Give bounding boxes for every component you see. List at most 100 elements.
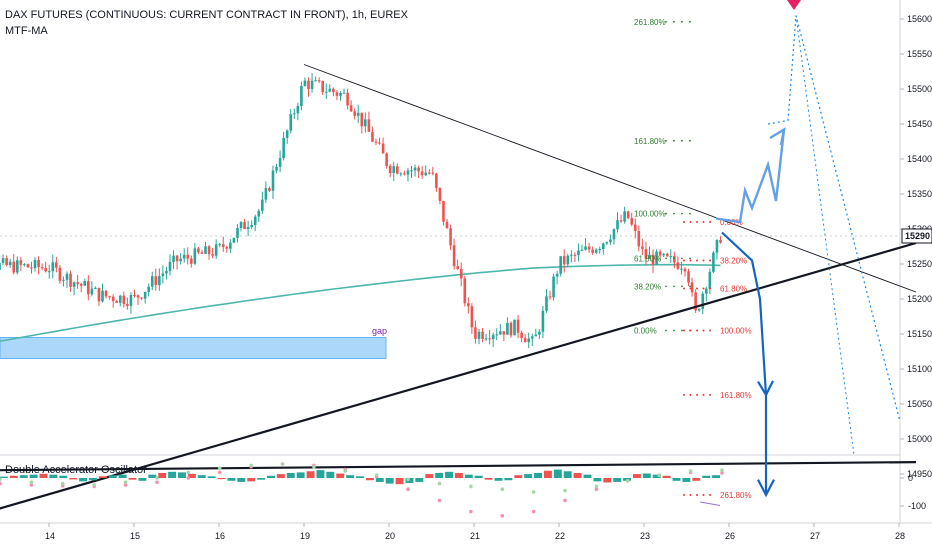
osc-bar — [9, 475, 18, 478]
osc-bar — [346, 475, 355, 478]
candle-body — [37, 259, 40, 268]
fib-lower-dot — [689, 329, 692, 332]
candle-body — [236, 228, 239, 238]
candle-body — [168, 261, 172, 271]
candle-body — [403, 173, 406, 175]
candle-body — [662, 253, 665, 256]
osc-bar — [19, 475, 28, 478]
candle-body — [118, 295, 122, 303]
fib-upper-dot — [673, 257, 675, 260]
osc-bar — [39, 473, 48, 478]
candle-body — [324, 91, 328, 93]
price-tick-label: 15050 — [907, 399, 932, 409]
osc-fast-dot — [406, 477, 410, 482]
osc-bar — [573, 472, 582, 478]
candle-body — [371, 131, 374, 142]
candle-body — [612, 229, 616, 240]
axes: 1560015550155001545015400153501530015250… — [45, 14, 932, 541]
candle-body — [97, 287, 101, 302]
candle-body — [55, 262, 58, 268]
candle-body — [58, 267, 62, 281]
osc-bar — [652, 474, 661, 478]
fib-upper-label: 61.80% — [634, 254, 661, 263]
price-tick-label: 15350 — [907, 189, 932, 199]
gap-label: gap — [372, 326, 387, 336]
candle-body — [388, 166, 392, 174]
osc-slow-dot — [500, 514, 505, 518]
osc-fast-dot — [155, 476, 159, 480]
osc-bar — [316, 470, 325, 478]
candle-body — [591, 249, 594, 253]
candle-body — [143, 291, 147, 299]
osc-bar — [464, 474, 473, 478]
osc-bar — [217, 478, 226, 480]
price-tick-label: 15250 — [907, 259, 932, 269]
fib-lower-label: 100.00% — [720, 327, 752, 336]
candle-body — [154, 276, 158, 286]
candle-body — [530, 336, 534, 339]
osc-bar — [494, 478, 503, 481]
candle-body — [520, 332, 523, 339]
candle-body — [33, 259, 37, 269]
price-tick-label: 15500 — [907, 84, 932, 94]
osc-slow-dot — [594, 487, 599, 492]
candle-body — [30, 267, 33, 269]
candle-body — [431, 172, 435, 174]
candle-body — [339, 92, 342, 96]
candle-body — [150, 276, 154, 287]
fib-upper-dot — [673, 212, 675, 215]
osc-fast-dot — [217, 466, 222, 471]
osc-fast-dot — [343, 469, 348, 473]
osc-bar — [59, 475, 68, 478]
candle-body — [296, 106, 300, 114]
osc-bar — [49, 474, 58, 478]
fib-upper-dot — [689, 257, 691, 260]
candle-body — [5, 258, 8, 266]
candle-body — [616, 220, 619, 230]
candle-body — [644, 249, 648, 259]
osc-bar — [286, 472, 295, 478]
candle-body — [374, 141, 378, 143]
candle-body — [445, 221, 449, 229]
fib-lower-dot — [709, 259, 711, 262]
candle-body — [605, 242, 609, 244]
fib-upper-dot — [681, 329, 683, 332]
candle-body — [513, 319, 516, 336]
candle-body — [218, 244, 222, 246]
osc-slow-dot — [563, 498, 567, 503]
markers — [787, 0, 801, 10]
fib-lower-dot — [696, 287, 698, 290]
osc-bar — [227, 478, 236, 481]
osc-slow-dot — [0, 481, 2, 486]
candle-body — [26, 264, 30, 268]
fib-lower-dot — [696, 393, 698, 396]
fib-lower-dot — [696, 494, 698, 496]
trendline — [0, 461, 917, 472]
osc-fast-dot — [594, 484, 599, 489]
candle-body — [584, 246, 587, 250]
long-dotted-projection — [767, 15, 901, 422]
osc-slow-dot — [155, 480, 159, 485]
candle-body — [165, 270, 168, 274]
candle-body — [385, 153, 388, 167]
fib-upper-dot — [681, 257, 683, 260]
candle-body — [413, 167, 417, 171]
candle-body — [570, 254, 573, 256]
candle-body — [282, 137, 285, 159]
fib-upper-dot — [673, 285, 675, 288]
candle-body — [463, 278, 467, 304]
candle-body — [527, 338, 531, 343]
candle-body — [300, 85, 303, 107]
candle-body — [94, 287, 97, 289]
candle-body — [491, 334, 495, 340]
candle-body — [126, 303, 129, 306]
osc-fast-dot — [688, 469, 693, 473]
bullish-projection — [715, 129, 786, 224]
candle-body — [285, 130, 289, 138]
candle-body — [641, 246, 644, 250]
candle-body — [502, 331, 506, 335]
candle-body — [719, 239, 722, 243]
osc-fast-dot — [720, 468, 724, 472]
